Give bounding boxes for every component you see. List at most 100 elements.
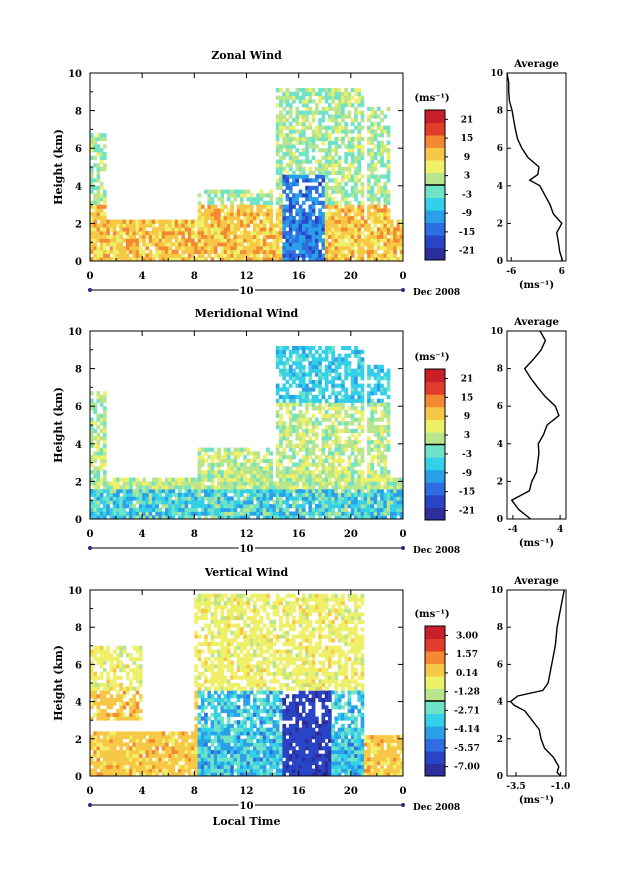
- heatmap-cell: [331, 496, 335, 501]
- heatmap-cell: [311, 361, 316, 366]
- heatmap-cell: [360, 504, 365, 509]
- heatmap-cell: [272, 227, 277, 232]
- heatmap-cell: [96, 253, 101, 258]
- heatmap-cell: [390, 253, 394, 258]
- heatmap-cell: [350, 391, 355, 396]
- heatmap-cell: [90, 219, 94, 224]
- heatmap-cell: [226, 470, 231, 475]
- heatmap-cell: [184, 219, 189, 224]
- heatmap-cell: [292, 406, 296, 411]
- heatmap-cell: [367, 230, 371, 236]
- heatmap-cell: [223, 204, 228, 209]
- heatmap-cell: [311, 208, 316, 213]
- y-tick-label: 6: [75, 144, 82, 155]
- heatmap-cell: [337, 234, 342, 239]
- heatmap-cell: [328, 234, 332, 239]
- heatmap-cell: [256, 511, 260, 516]
- heatmap-cell: [321, 376, 326, 381]
- heatmap-cell: [109, 481, 114, 486]
- heatmap-cell: [181, 731, 185, 736]
- heatmap-cell: [253, 492, 257, 497]
- heatmap-cell: [279, 496, 283, 501]
- heatmap-cell: [90, 215, 94, 221]
- heatmap-cell: [288, 257, 293, 262]
- heatmap-cell: [125, 481, 130, 486]
- heatmap-cell: [347, 436, 352, 441]
- heatmap-cell: [213, 690, 218, 695]
- heatmap-cell: [122, 701, 127, 706]
- heatmap-cell: [103, 507, 107, 512]
- heatmap-cell: [226, 234, 231, 239]
- heatmap-cell: [288, 470, 293, 475]
- heatmap-cell: [217, 504, 221, 509]
- heatmap-cell: [200, 746, 205, 751]
- heatmap-cell: [138, 246, 143, 251]
- heatmap-cell: [285, 110, 290, 115]
- heatmap-cell: [194, 619, 198, 624]
- heatmap-cell: [324, 242, 329, 247]
- heatmap-cell: [109, 735, 114, 740]
- heatmap-cell: [207, 649, 212, 654]
- heatmap-cell: [161, 515, 166, 520]
- heatmap-cell: [386, 443, 391, 448]
- heatmap-cell: [360, 249, 365, 254]
- heatmap-cell: [386, 106, 391, 111]
- heatmap-cell: [168, 485, 172, 490]
- heatmap-cell: [360, 394, 365, 400]
- heatmap-cell: [350, 349, 355, 354]
- heatmap-cell: [288, 208, 293, 213]
- heatmap-cell: [106, 645, 110, 650]
- heatmap-cell: [184, 230, 189, 236]
- heatmap-cell: [246, 257, 251, 262]
- heatmap-cell: [383, 234, 388, 239]
- heatmap-cell: [256, 234, 260, 239]
- heatmap-cell: [279, 129, 283, 134]
- heatmap-cell: [360, 410, 365, 415]
- heatmap-cell: [301, 118, 306, 123]
- heatmap-cell: [360, 114, 365, 119]
- heatmap-cell: [334, 95, 339, 100]
- heatmap-cell: [279, 428, 283, 433]
- heatmap-cell: [367, 428, 371, 433]
- heatmap-cell: [233, 215, 238, 221]
- heatmap-cell: [390, 230, 394, 236]
- heatmap-cell: [243, 466, 247, 471]
- heatmap-cell: [334, 204, 339, 209]
- heatmap-cell: [99, 458, 104, 463]
- heatmap-cell: [174, 477, 179, 482]
- heatmap-cell: [220, 197, 225, 202]
- heatmap-cell: [233, 500, 238, 505]
- heatmap-cell: [331, 125, 335, 130]
- heatmap-cell: [337, 223, 342, 228]
- heatmap-cell: [240, 447, 244, 452]
- heatmap-cell: [158, 757, 163, 762]
- heatmap-cell: [210, 500, 215, 505]
- heatmap-cell: [328, 219, 332, 224]
- heatmap-cell: [194, 485, 198, 490]
- heatmap-cell: [96, 466, 101, 471]
- heatmap-cell: [341, 227, 345, 232]
- heatmap-cell: [129, 705, 133, 710]
- heatmap-cell: [240, 462, 244, 467]
- heatmap-cell: [197, 634, 202, 639]
- heatmap-cell: [90, 746, 94, 751]
- heatmap-cell: [341, 447, 345, 452]
- heatmap-cell: [344, 234, 348, 239]
- heatmap-cell: [226, 447, 231, 452]
- heatmap-cell: [305, 492, 309, 497]
- heatmap-cell: [344, 507, 348, 512]
- heatmap-cell: [344, 227, 348, 232]
- heatmap-cell: [213, 735, 218, 740]
- heatmap-cell: [331, 118, 335, 123]
- heatmap-cell: [324, 197, 329, 202]
- heatmap-cell: [360, 257, 365, 262]
- heatmap-cell: [324, 349, 329, 354]
- heatmap-cell: [210, 208, 215, 213]
- heatmap-cell: [367, 504, 371, 509]
- heatmap-cell: [93, 488, 97, 494]
- heatmap-cell: [142, 746, 146, 751]
- heatmap-cell: [187, 500, 192, 505]
- heatmap-cell: [311, 515, 316, 520]
- heatmap-cell: [285, 470, 290, 475]
- heatmap-cell: [269, 200, 273, 205]
